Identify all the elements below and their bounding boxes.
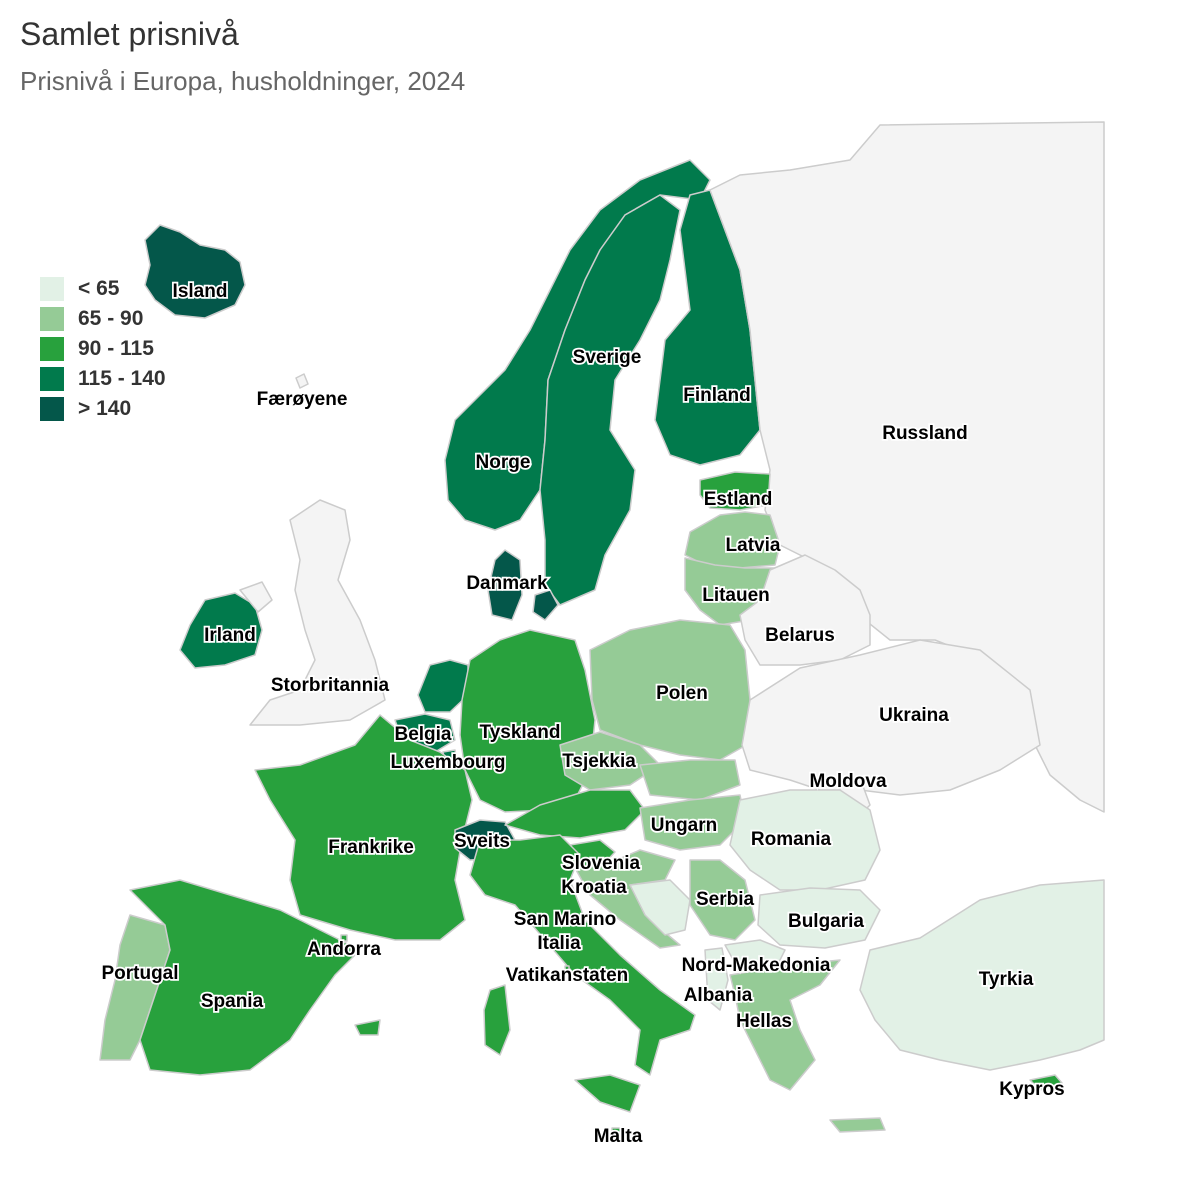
country-label-belarus: Belarus	[765, 625, 835, 646]
country-labels: Island Færøyene Norge Sverige Finland Russlan…	[100, 279, 1067, 1149]
country-shape-faroyene[interactable]	[295, 373, 309, 389]
country-shape-nord-makedonia[interactable]	[724, 939, 786, 973]
legend-swatch	[40, 397, 64, 421]
country-label-faroyene: Færøyene	[257, 389, 348, 410]
country-shape-sverige[interactable]	[539, 194, 681, 606]
country-shape-slovakia[interactable]	[639, 759, 741, 801]
country-shape-romania[interactable]	[729, 789, 881, 891]
country-shape-danmark[interactable]	[487, 549, 523, 621]
country-shape-irland[interactable]	[179, 592, 263, 669]
country-shape-bulgaria[interactable]	[757, 887, 881, 949]
country-shape-danmark[interactable]	[532, 589, 559, 621]
country-label-spania: Spania	[201, 991, 264, 1012]
country-label-latvia: Latvia	[726, 535, 781, 556]
legend-item[interactable]: 115 - 140	[40, 364, 166, 394]
legend-swatch	[40, 307, 64, 331]
country-shape-tyskland[interactable]	[459, 629, 596, 813]
country-label-nord-makedonia: Nord-Makedonia	[682, 955, 831, 976]
country-label-estland: Estland	[704, 489, 773, 510]
map-subtitle: Prisnivå i Europa, husholdninger, 2024	[20, 66, 466, 96]
country-shape-andorra[interactable]	[340, 934, 348, 942]
country-shape-vatikanstaten[interactable]	[564, 965, 570, 971]
country-label-moldova: Moldova	[809, 771, 886, 792]
country-label-hellas: Hellas	[736, 1011, 792, 1032]
country-label-island: Island	[173, 281, 228, 302]
country-label-danmark: Danmark	[466, 573, 548, 594]
country-shape-hellas[interactable]	[729, 959, 841, 1091]
legend-label: 115 - 140	[78, 367, 166, 390]
country-shape-estland[interactable]	[699, 471, 771, 511]
legend-swatch	[40, 367, 64, 391]
country-label-sveits: Sveits	[454, 831, 510, 852]
country-shape-spania[interactable]	[354, 1019, 381, 1036]
country-label-vatikanstaten: Vatikanstaten	[506, 965, 629, 986]
country-label-finland: Finland	[683, 385, 751, 406]
legend-swatch	[40, 337, 64, 361]
country-shape-nederland[interactable]	[417, 659, 469, 713]
legend-label: 90 - 115	[78, 337, 154, 360]
country-shape-italia[interactable]	[469, 834, 696, 1076]
country-label-irland: Irland	[204, 625, 256, 646]
country-label-tyskland: Tyskland	[480, 722, 561, 743]
country-label-russland: Russland	[882, 423, 968, 444]
legend-item[interactable]: 65 - 90	[40, 304, 166, 334]
legend-item[interactable]: < 65	[40, 274, 166, 304]
country-label-sverige: Sverige	[573, 347, 642, 368]
country-shape-hellas[interactable]	[829, 1117, 886, 1133]
country-label-norge: Norge	[476, 452, 531, 473]
country-label-italia: Italia	[537, 933, 581, 954]
country-shape-ukraina[interactable]	[741, 639, 1041, 796]
country-label-romania: Romania	[751, 829, 832, 850]
country-shape-malta[interactable]	[611, 1127, 621, 1135]
country-label-polen: Polen	[656, 683, 708, 704]
country-label-storbritannia: Storbritannia	[271, 675, 390, 696]
country-label-tyrkia: Tyrkia	[979, 969, 1034, 990]
country-label-malta: Malta	[594, 1126, 643, 1147]
legend-label: < 65	[78, 277, 120, 300]
country-label-kroatia: Kroatia	[561, 877, 627, 898]
country-shape-italia[interactable]	[574, 1074, 641, 1113]
country-shape-serbia[interactable]	[689, 859, 756, 941]
country-label-litauen: Litauen	[702, 585, 770, 606]
country-shape-frankrike[interactable]	[254, 714, 473, 941]
country-label-andorra: Andorra	[307, 939, 381, 960]
country-label-ungarn: Ungarn	[651, 815, 718, 836]
country-label-luxembourg: Luxembourg	[390, 752, 505, 773]
country-label-belgia: Belgia	[394, 724, 451, 745]
country-label-ukraina: Ukraina	[879, 705, 949, 726]
country-label-slovenia: Slovenia	[562, 853, 641, 874]
country-shape-bosnia[interactable]	[629, 879, 691, 936]
country-label-bulgaria: Bulgaria	[788, 911, 864, 932]
country-label-kypros: Kypros	[999, 1079, 1064, 1100]
legend-item[interactable]: > 140	[40, 394, 166, 424]
country-shape-italia[interactable]	[483, 984, 511, 1056]
country-label-san-marino: San Marino	[514, 909, 616, 930]
country-label-frankrike: Frankrike	[328, 837, 414, 858]
legend-swatch	[40, 277, 64, 301]
country-shape-storbritannia[interactable]	[239, 581, 273, 613]
country-label-albania: Albania	[684, 985, 753, 1006]
country-shape-spania[interactable]	[129, 879, 361, 1076]
country-shape-kypros[interactable]	[1029, 1074, 1063, 1091]
map-title: Samlet prisnivå	[20, 16, 239, 52]
country-shape-island[interactable]	[144, 224, 246, 319]
country-shape-storbritannia[interactable]	[249, 499, 386, 726]
legend-label: > 140	[78, 397, 132, 420]
country-shapes	[99, 121, 1105, 1135]
country-shape-albania[interactable]	[704, 947, 729, 1011]
legend-item[interactable]: 90 - 115	[40, 334, 166, 364]
country-label-tsjekkia: Tsjekkia	[562, 751, 636, 772]
legend-label: 65 - 90	[78, 307, 144, 330]
map-legend: < 65 65 - 90 90 - 115 115 - 140 > 140	[40, 274, 166, 424]
country-shape-tyrkia[interactable]	[859, 879, 1105, 1071]
country-label-portugal: Portugal	[101, 963, 178, 984]
country-label-serbia: Serbia	[696, 889, 755, 910]
